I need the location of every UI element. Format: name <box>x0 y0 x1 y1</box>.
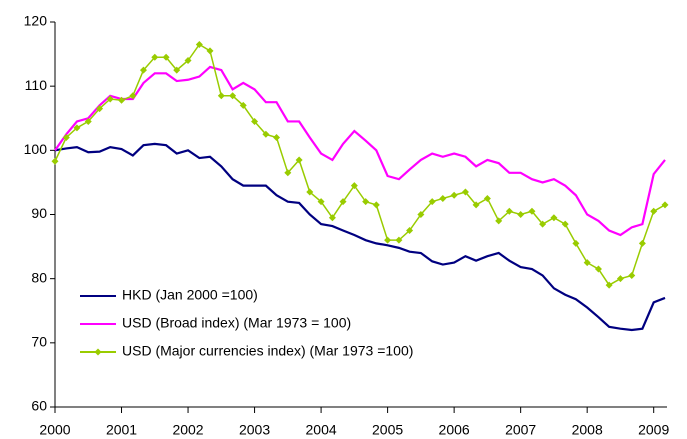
marker <box>62 134 70 141</box>
marker <box>273 134 281 141</box>
y-tick-label: 110 <box>25 77 48 93</box>
marker <box>51 157 59 165</box>
marker <box>594 265 602 273</box>
marker <box>550 214 558 222</box>
x-tick-label: 2009 <box>638 422 669 438</box>
marker <box>517 211 525 218</box>
series-line <box>54 142 666 332</box>
marker <box>106 95 114 103</box>
x-tick-label: 2003 <box>239 422 270 438</box>
marker <box>372 201 380 209</box>
marker <box>295 156 303 164</box>
marker <box>395 236 403 244</box>
marker <box>362 198 370 206</box>
marker <box>539 220 547 228</box>
legend-marker <box>94 348 102 356</box>
marker <box>239 101 247 109</box>
y-tick-label: 100 <box>24 141 48 157</box>
marker <box>505 207 513 215</box>
marker <box>495 217 503 225</box>
series-line <box>54 65 666 237</box>
x-tick-label: 2007 <box>505 422 536 438</box>
x-tick-label: 2006 <box>439 422 470 438</box>
marker <box>118 96 126 104</box>
marker <box>217 92 225 100</box>
x-tick-label: 2004 <box>306 422 337 438</box>
marker <box>151 53 159 61</box>
x-tick-label: 2002 <box>172 422 203 438</box>
marker <box>417 211 425 218</box>
legend-label: USD (Broad index) (Mar 1973 = 100) <box>122 315 351 331</box>
marker <box>583 259 591 267</box>
marker <box>650 207 658 215</box>
marker <box>384 236 392 244</box>
marker <box>262 130 270 138</box>
marker <box>661 201 669 209</box>
x-tick-label: 2000 <box>39 422 70 438</box>
marker <box>461 188 469 196</box>
marker <box>472 201 480 209</box>
marker <box>483 194 491 202</box>
marker <box>84 117 92 125</box>
marker <box>628 271 636 279</box>
marker <box>129 92 137 100</box>
marker <box>616 275 624 283</box>
marker <box>306 188 314 196</box>
y-tick-label: 120 <box>24 13 48 29</box>
y-tick-label: 90 <box>31 205 47 221</box>
marker <box>173 66 181 74</box>
marker <box>317 198 325 206</box>
marker <box>561 220 569 228</box>
marker <box>350 182 358 190</box>
x-tick-label: 2001 <box>106 422 137 438</box>
marker <box>195 40 203 48</box>
marker <box>528 207 536 215</box>
marker <box>284 169 292 177</box>
marker <box>206 47 214 55</box>
x-tick-label: 2005 <box>372 422 403 438</box>
marker <box>638 239 646 247</box>
marker <box>428 198 436 206</box>
marker <box>439 194 447 202</box>
marker <box>572 239 580 247</box>
legend-label: HKD (Jan 2000 =100) <box>122 287 258 303</box>
y-tick-label: 80 <box>31 269 47 285</box>
marker <box>139 66 147 74</box>
marker <box>328 214 336 222</box>
y-tick-label: 60 <box>31 398 47 414</box>
marker <box>251 117 259 125</box>
marker <box>406 227 414 235</box>
marker <box>450 191 458 199</box>
marker <box>162 53 170 61</box>
marker <box>184 57 192 64</box>
marker <box>96 105 104 113</box>
marker <box>339 198 347 206</box>
marker <box>605 281 613 289</box>
marker <box>229 92 237 100</box>
marker <box>73 124 81 132</box>
legend-label: USD (Major currencies index) (Mar 1973 =… <box>122 343 413 359</box>
x-tick-label: 2008 <box>572 422 603 438</box>
y-tick-label: 70 <box>31 334 47 350</box>
